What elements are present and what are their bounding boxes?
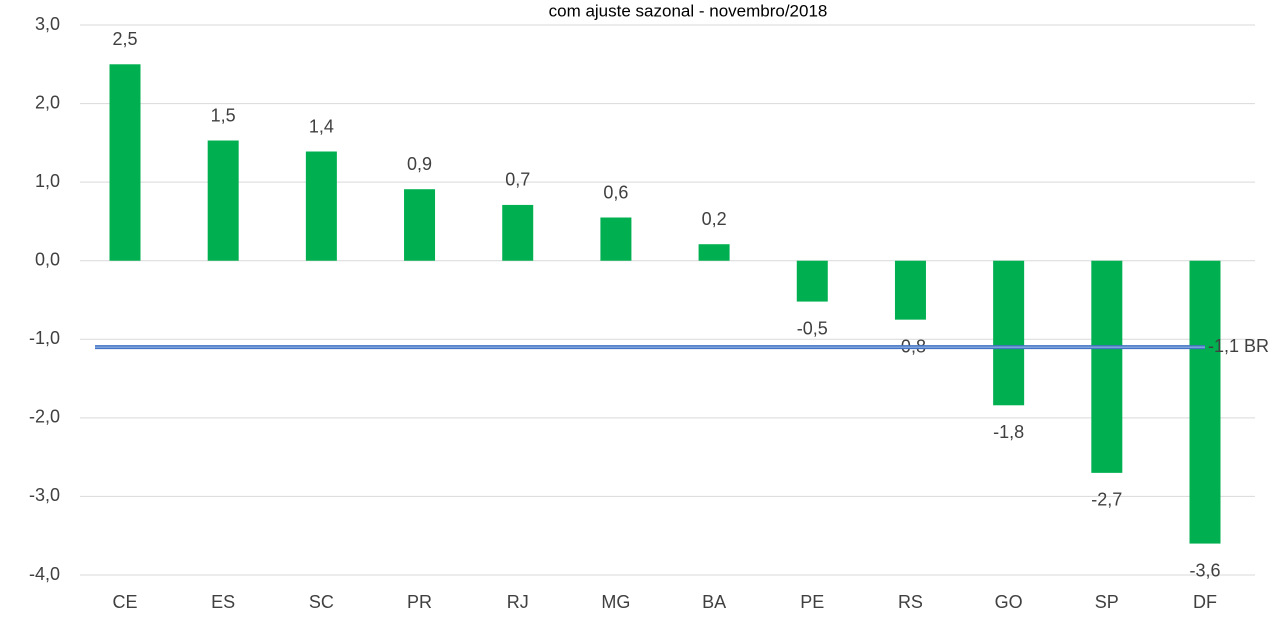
chart-title: com ajuste sazonal - novembro/2018 — [549, 1, 828, 20]
x-tick-label: MG — [601, 592, 630, 612]
x-tick-label: PE — [800, 592, 824, 612]
y-tick-label: -2,0 — [29, 407, 60, 427]
bar — [305, 151, 337, 261]
y-tick-label: -3,0 — [29, 485, 60, 505]
x-tick-label: SP — [1095, 592, 1119, 612]
bar — [894, 260, 926, 320]
x-tick-label: DF — [1193, 592, 1217, 612]
x-tick-label: PR — [407, 592, 432, 612]
x-tick-label: ES — [211, 592, 235, 612]
data-label: -2,7 — [1091, 490, 1122, 510]
bar — [207, 140, 239, 261]
y-tick-label: -1,0 — [29, 328, 60, 348]
y-tick-label: 2,0 — [35, 92, 60, 112]
data-label: -1,8 — [993, 422, 1024, 442]
data-label: 1,4 — [309, 116, 334, 136]
reference-label: -1,1 BR — [1208, 336, 1269, 356]
bar — [1189, 260, 1221, 544]
data-label: 0,7 — [505, 170, 530, 190]
data-label: -0,5 — [797, 318, 828, 338]
data-label: 0,2 — [702, 209, 727, 229]
x-tick-label: RS — [898, 592, 923, 612]
data-label: 0,9 — [407, 154, 432, 174]
bar — [993, 260, 1025, 406]
y-tick-label: -4,0 — [29, 564, 60, 584]
y-tick-label: 3,0 — [35, 14, 60, 34]
bar — [502, 204, 534, 261]
data-label: 0,6 — [603, 182, 628, 202]
bar — [1091, 260, 1123, 473]
x-tick-label: GO — [995, 592, 1023, 612]
x-tick-label: BA — [702, 592, 726, 612]
bar — [109, 64, 141, 261]
data-label: 2,5 — [112, 29, 137, 49]
y-tick-label: 1,0 — [35, 171, 60, 191]
x-tick-label: SC — [309, 592, 334, 612]
x-tick-label: CE — [112, 592, 137, 612]
data-label: 1,5 — [211, 105, 236, 125]
bar — [600, 217, 632, 261]
y-tick-label: 0,0 — [35, 249, 60, 269]
bar — [404, 189, 436, 261]
bar — [698, 244, 730, 261]
data-label: -3,6 — [1189, 560, 1220, 580]
bar — [796, 260, 828, 302]
x-tick-label: RJ — [507, 592, 529, 612]
